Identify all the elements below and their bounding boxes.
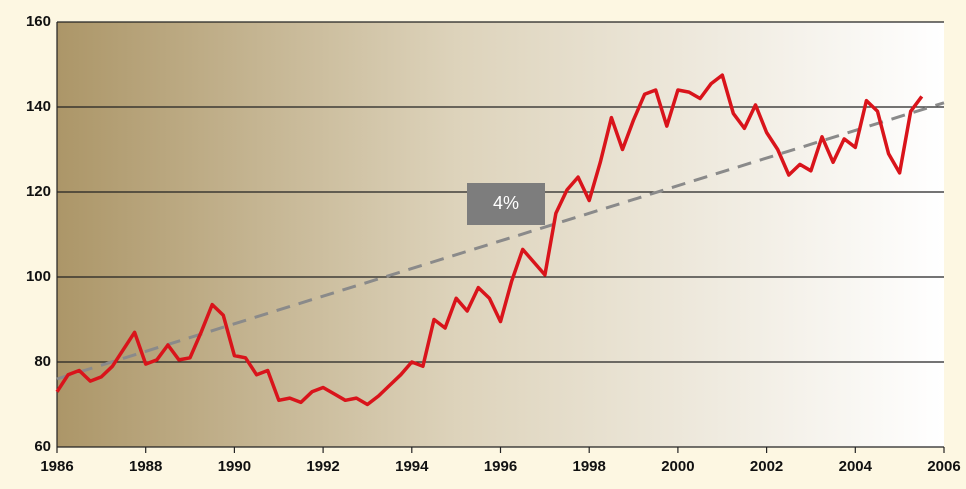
x-tick-label: 1988 xyxy=(129,458,162,475)
y-tick-label: 120 xyxy=(26,183,51,200)
x-tick-label: 1992 xyxy=(306,458,339,475)
x-tick-label: 1990 xyxy=(218,458,251,475)
y-tick-label: 160 xyxy=(26,13,51,30)
x-tick-label: 2004 xyxy=(839,458,873,475)
x-tick-label: 1998 xyxy=(573,458,606,475)
y-tick-label: 60 xyxy=(34,438,51,455)
y-tick-label: 140 xyxy=(26,98,51,115)
annotation-box xyxy=(467,183,545,225)
plot-area xyxy=(57,22,944,447)
x-tick-label: 2006 xyxy=(927,458,960,475)
data-line xyxy=(55,73,924,407)
x-tick-label: 2002 xyxy=(750,458,783,475)
y-tick-label: 80 xyxy=(34,353,51,370)
x-tick-label: 1996 xyxy=(484,458,517,475)
annotation: 4% xyxy=(493,193,519,213)
x-tick-label: 1986 xyxy=(40,458,73,475)
x-tick-label: 2000 xyxy=(661,458,694,475)
x-tick-label: 1994 xyxy=(395,458,429,475)
y-tick-label: 100 xyxy=(26,268,51,285)
trend-line xyxy=(56,101,945,381)
